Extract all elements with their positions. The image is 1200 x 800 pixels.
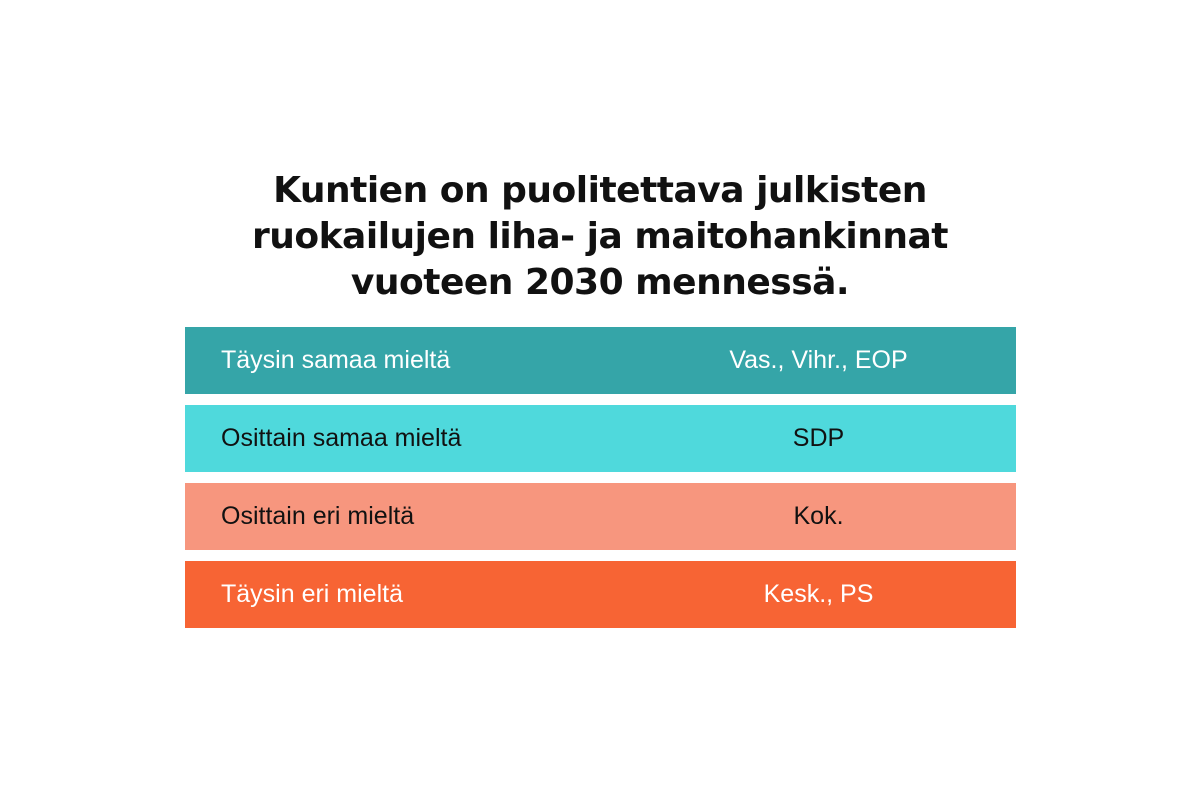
chart-title: Kuntien on puolitettava julkisten ruokai… — [0, 168, 1200, 306]
table-row: Täysin eri mieltä Kesk., PS — [185, 561, 1016, 628]
title-line-1: Kuntien on puolitettava julkisten — [273, 170, 927, 211]
party-list: Kesk., PS — [763, 580, 874, 608]
title-line-2: ruokailujen liha- ja maitohankinnat — [252, 216, 949, 257]
table-row: Osittain eri mieltä Kok. — [185, 483, 1016, 550]
party-list: SDP — [792, 424, 845, 452]
table-row: Täysin samaa mieltä Vas., Vihr., EOP — [185, 327, 1016, 394]
table-row: Osittain samaa mieltä SDP — [185, 405, 1016, 472]
title-line-3: vuoteen 2030 mennessä. — [350, 262, 850, 303]
opinion-table: Täysin samaa mieltä Vas., Vihr., EOP Osi… — [185, 327, 1016, 639]
party-list: Kok. — [793, 502, 844, 530]
opinion-label: Täysin eri mieltä — [221, 580, 403, 608]
opinion-label: Osittain samaa mieltä — [221, 424, 462, 452]
party-list: Vas., Vihr., EOP — [729, 346, 908, 374]
opinion-label: Osittain eri mieltä — [221, 502, 415, 530]
opinion-label: Täysin samaa mieltä — [221, 346, 451, 374]
